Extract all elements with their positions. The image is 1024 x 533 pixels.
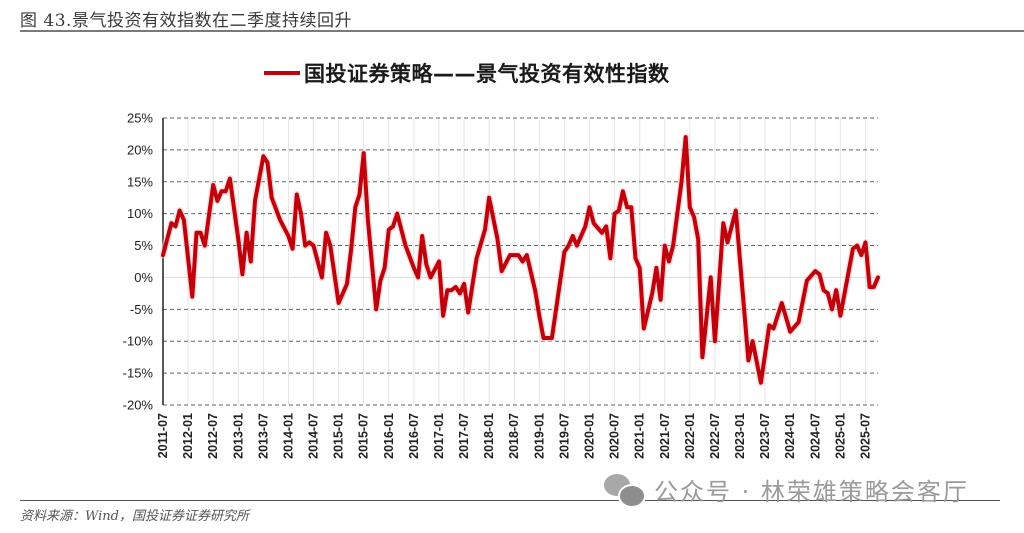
svg-text:2012-07: 2012-07 (206, 413, 220, 459)
svg-text:2021-07: 2021-07 (658, 413, 672, 459)
y-axis: 25% 20% 15% 10% 5% 0% -5% -10% -15% -20% (123, 111, 164, 413)
svg-text:2024-01: 2024-01 (783, 413, 797, 459)
svg-text:2022-07: 2022-07 (708, 413, 722, 459)
svg-text:2013-07: 2013-07 (256, 413, 270, 459)
svg-text:5%: 5% (134, 238, 153, 253)
svg-text:2018-01: 2018-01 (482, 413, 496, 459)
svg-text:2025-07: 2025-07 (858, 413, 872, 459)
svg-text:2014-01: 2014-01 (281, 413, 295, 459)
footer-divider (20, 500, 1000, 501)
source-note: 资料来源：Wind，国投证券证券研究所 (20, 509, 249, 524)
svg-text:2022-01: 2022-01 (683, 413, 697, 459)
svg-text:2016-01: 2016-01 (382, 413, 396, 459)
title-divider (20, 30, 1024, 32)
svg-text:2021-01: 2021-01 (633, 413, 647, 459)
chart-legend: 国投证券策略——景气投资有效性指数 (264, 58, 670, 88)
svg-text:-10%: -10% (123, 334, 154, 349)
series-line (159, 133, 882, 387)
svg-text:-15%: -15% (123, 366, 154, 381)
svg-text:-20%: -20% (123, 398, 154, 413)
svg-text:-5%: -5% (130, 302, 154, 317)
svg-text:2015-01: 2015-01 (332, 413, 346, 459)
svg-text:2020-01: 2020-01 (582, 413, 596, 459)
svg-text:10%: 10% (127, 206, 153, 221)
svg-text:2011-07: 2011-07 (156, 413, 170, 458)
watermark: 公众号 · 林荣雄策略会客厅 (604, 472, 969, 508)
watermark-text: 公众号 · 林荣雄策略会客厅 (654, 478, 969, 506)
figure-title: 图 43.景气投资有效指数在二季度持续回升 (20, 11, 352, 31)
svg-text:2024-07: 2024-07 (808, 413, 822, 459)
svg-text:2015-07: 2015-07 (357, 413, 371, 459)
svg-text:2025-01: 2025-01 (833, 413, 847, 459)
wechat-icon (604, 473, 646, 508)
svg-text:2018-07: 2018-07 (507, 413, 521, 459)
svg-text:2014-07: 2014-07 (307, 413, 321, 459)
legend-line-swatch (264, 71, 300, 75)
svg-text:2017-07: 2017-07 (457, 413, 471, 459)
svg-text:2016-07: 2016-07 (407, 413, 421, 459)
svg-text:2023-01: 2023-01 (733, 413, 747, 459)
svg-text:15%: 15% (127, 174, 153, 189)
svg-text:0%: 0% (134, 270, 153, 285)
svg-text:2020-07: 2020-07 (608, 413, 622, 459)
legend-label: 国投证券策略——景气投资有效性指数 (304, 62, 670, 86)
svg-text:2017-01: 2017-01 (432, 413, 446, 459)
svg-text:25%: 25% (127, 111, 153, 126)
svg-text:2012-01: 2012-01 (181, 413, 195, 459)
svg-text:2019-07: 2019-07 (557, 413, 571, 459)
svg-text:2013-01: 2013-01 (231, 413, 245, 459)
x-axis: 2011-07 2012-01 2012-07 2013-01 2013-07 2014-… (156, 413, 872, 459)
svg-text:2019-01: 2019-01 (532, 413, 546, 459)
svg-text:2023-07: 2023-07 (758, 413, 772, 459)
svg-text:20%: 20% (127, 142, 153, 157)
